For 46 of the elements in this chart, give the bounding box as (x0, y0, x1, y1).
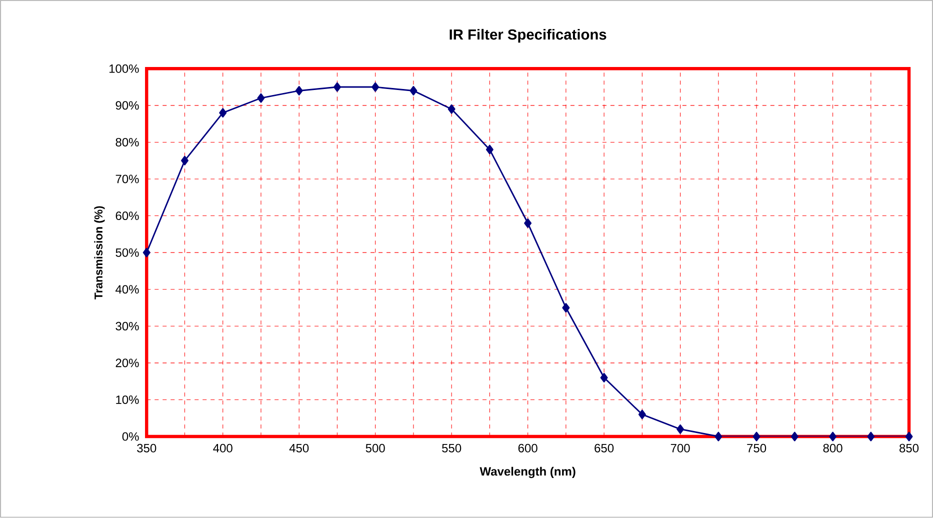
chart-title: IR Filter Specifications (450, 29, 606, 43)
x-tick-label: 700 (670, 444, 690, 452)
point (219, 108, 227, 118)
point (829, 432, 837, 442)
y-tick-label: 20% (116, 358, 139, 368)
y-tick-label: 30% (116, 322, 139, 330)
y-tick-label: 70% (116, 174, 139, 184)
y-tick-label: 60% (116, 212, 139, 220)
x-tick-label: 650 (594, 444, 614, 452)
point (676, 424, 684, 434)
x-tick-label: 750 (747, 444, 766, 452)
x-axis-title: Wavelength (nm) (480, 466, 576, 478)
x-tick-label: 850 (900, 444, 919, 452)
y-tick-label: 50% (116, 248, 139, 257)
point (257, 93, 265, 103)
x-tick-label: 450 (289, 444, 309, 452)
y-axis-title: Transmission (%) (94, 206, 105, 300)
y-tick-label: 40% (116, 285, 139, 294)
point (714, 432, 722, 442)
point (486, 144, 494, 154)
x-tick-label: 550 (442, 444, 462, 452)
point (905, 432, 913, 442)
point (600, 373, 608, 382)
point (638, 410, 646, 420)
x-tick-label: 350 (137, 444, 156, 452)
y-tick-label: 90% (116, 101, 139, 110)
point (867, 432, 875, 442)
point (524, 218, 532, 228)
point (752, 432, 760, 442)
point (790, 432, 798, 442)
point (448, 104, 456, 114)
x-tick-label: 600 (518, 444, 538, 452)
x-tick-label: 500 (366, 444, 385, 452)
point (181, 156, 188, 166)
x-tick-label: 800 (823, 444, 842, 452)
y-tick-label: 10% (116, 396, 139, 404)
point (142, 248, 150, 258)
x-tick-label: 400 (213, 444, 232, 452)
y-tick-label: 0% (122, 432, 139, 441)
point (333, 82, 341, 92)
point (295, 86, 303, 96)
point (562, 303, 570, 313)
y-tick-label: 80% (116, 138, 139, 147)
y-tick-label: 100% (109, 64, 139, 73)
point (372, 82, 380, 92)
point (410, 86, 418, 96)
